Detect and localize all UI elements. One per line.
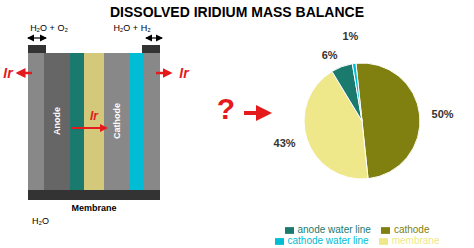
svg-text:Ir: Ir [179,65,190,81]
svg-text:Membrane: Membrane [71,203,116,213]
html-text:cathode water line: cathode water line [287,235,369,246]
svg-text:Ir: Ir [90,109,99,123]
svg-text:H₂O: H₂O [32,216,49,226]
svg-text:50%: 50% [432,108,454,120]
html-text:DISSOLVED IRIDIUM MASS BALANCE: DISSOLVED IRIDIUM MASS BALANCE [110,4,364,20]
html-text:membrane: membrane [391,235,440,246]
html-text:cathode: cathode [393,224,430,235]
svg-text:H₂O + O₂: H₂O + O₂ [30,23,68,33]
svg-text:Ir: Ir [8,65,14,81]
svg-text:H₂O + H₂: H₂O + H₂ [113,23,151,33]
svg-text:43%: 43% [274,137,296,149]
svg-text:Cathode: Cathode [112,103,122,139]
svg-text:6%: 6% [322,49,338,61]
svg-text:?: ? [217,92,235,125]
html-text:anode water line: anode water line [297,224,371,235]
svg-text:Anode: Anode [52,107,62,135]
svg-text:1%: 1% [342,30,358,42]
